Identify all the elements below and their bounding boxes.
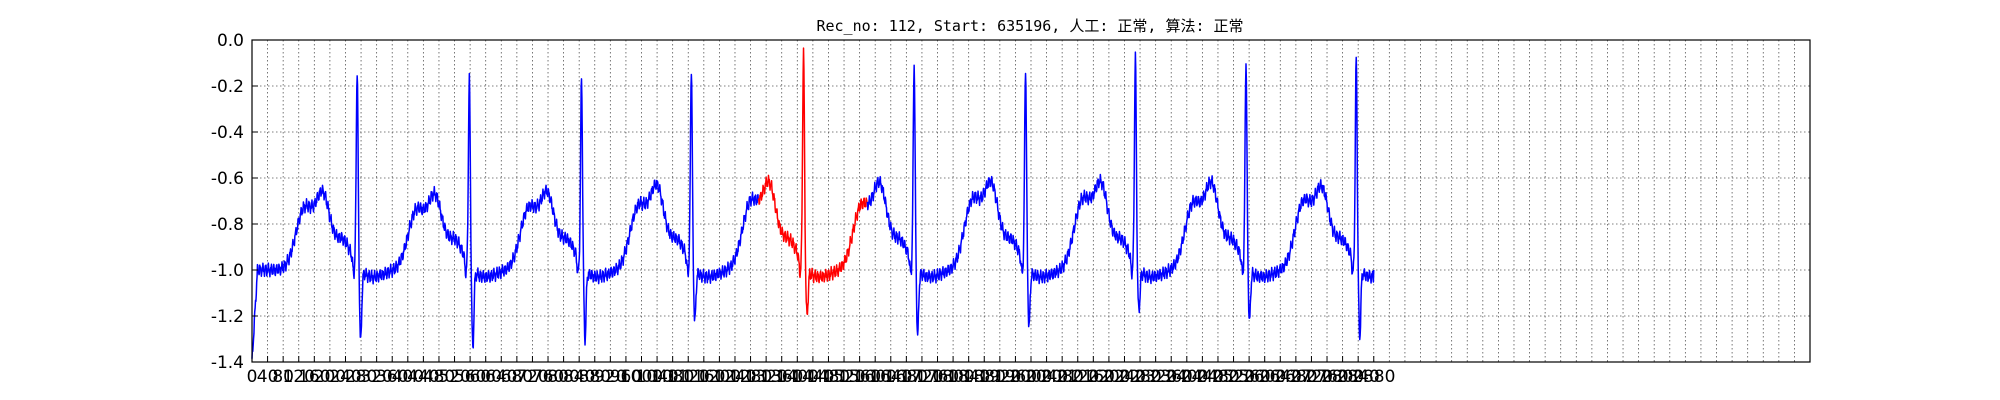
- x-tick-label: 2720: [1290, 367, 1333, 387]
- x-tick-label: 600: [469, 367, 501, 387]
- y-tick-label: -1.4: [211, 353, 244, 373]
- x-tick-label: 1600: [854, 367, 897, 387]
- x-tick-label: 320: [360, 367, 392, 387]
- y-tick-label: -1.0: [211, 261, 244, 281]
- x-tick-label: 2600: [1243, 367, 1286, 387]
- y-tick-label: -0.6: [211, 169, 244, 189]
- x-tick-label: 1720: [900, 367, 943, 387]
- x-tick-label: 2480: [1196, 367, 1239, 387]
- x-tick-label: 520: [438, 367, 470, 387]
- x-axis: 0 408012016020024028032036040044048052056…: [247, 356, 1395, 387]
- x-tick-label: 720: [516, 367, 548, 387]
- x-tick-label: 920: [594, 367, 626, 387]
- grid-lines: [252, 40, 1810, 362]
- x-tick-label: 1360: [760, 367, 803, 387]
- y-tick-label: -0.2: [211, 77, 244, 97]
- x-tick-label: 2800: [1321, 367, 1364, 387]
- x-tick-label: 1880: [963, 367, 1006, 387]
- x-tick-label: 880: [579, 367, 611, 387]
- x-tick-label: 960: [610, 367, 642, 387]
- x-tick-label: 760: [532, 367, 564, 387]
- x-tick-label: 120: [283, 367, 315, 387]
- x-tick-label: 2360: [1150, 367, 1193, 387]
- x-tick-label: 2520: [1212, 367, 1255, 387]
- x-tick-label: 240: [329, 367, 361, 387]
- x-tick-label: 1200: [698, 367, 741, 387]
- x-tick-label: 2440: [1181, 367, 1224, 387]
- x-tick-label: 1160: [682, 367, 725, 387]
- x-tick-label: 440: [407, 367, 439, 387]
- x-tick-label: 280: [345, 367, 377, 387]
- x-tick-label: 840: [563, 367, 595, 387]
- x-tick-label: 360: [376, 367, 408, 387]
- x-tick-label: 480: [423, 367, 455, 387]
- x-tick-label: 1760: [916, 367, 959, 387]
- x-tick-label: 1800: [931, 367, 974, 387]
- signal-line-3: [866, 51, 1375, 341]
- y-tick-label: 0.0: [217, 31, 244, 51]
- x-tick-label: 2280: [1118, 367, 1161, 387]
- x-tick-label: 1080: [651, 367, 694, 387]
- x-tick-label: 2120: [1056, 367, 1099, 387]
- x-tick-label: 200: [314, 367, 346, 387]
- y-tick-label: -1.2: [211, 307, 244, 327]
- x-tick-label: 2400: [1165, 367, 1208, 387]
- x-tick-label: 1680: [885, 367, 928, 387]
- x-tick-label: 800: [547, 367, 579, 387]
- signal-line-1: [251, 72, 760, 359]
- x-tick-label: 2680: [1274, 367, 1317, 387]
- x-tick-label: 2760: [1305, 367, 1348, 387]
- x-tick-label: 1240: [713, 367, 756, 387]
- x-tick-label: 40: [257, 367, 279, 387]
- y-axis: 0.0 -0.2 -0.4 -0.6 -0.8 -1.0 -1.2 -1.4: [211, 31, 258, 373]
- x-tick-label: 1440: [791, 367, 834, 387]
- x-tick-label: 2200: [1087, 367, 1130, 387]
- y-tick-label: -0.8: [211, 215, 244, 235]
- x-tick-label: 1120: [667, 367, 710, 387]
- x-tick-label: 1840: [947, 367, 990, 387]
- x-tick-label: 2880: [1352, 367, 1395, 387]
- x-tick-label: 1920: [978, 367, 1021, 387]
- x-tick-label: 2240: [1103, 367, 1146, 387]
- x-tick-label: 2640: [1259, 367, 1302, 387]
- x-tick-label: 1560: [838, 367, 881, 387]
- x-tick-label: 1400: [776, 367, 819, 387]
- x-tick-label: 160: [298, 367, 330, 387]
- x-tick-label: 1280: [729, 367, 772, 387]
- x-tick-label: 1000: [620, 367, 663, 387]
- signal-lines: [251, 47, 1375, 359]
- x-tick-label: 1640: [869, 367, 912, 387]
- x-tick-label: 0: [247, 367, 258, 387]
- x-tick-label: 1520: [822, 367, 865, 387]
- x-tick-label: 1040: [635, 367, 678, 387]
- signal-line-2: [757, 47, 868, 316]
- x-tick-label: 2000: [1009, 367, 1052, 387]
- x-tick-label: 2080: [1041, 367, 1084, 387]
- x-tick-label: 2040: [1025, 367, 1068, 387]
- x-tick-label: 400: [392, 367, 424, 387]
- x-tick-label: 2840: [1337, 367, 1380, 387]
- x-tick-label: 680: [501, 367, 533, 387]
- x-tick-label: 1480: [807, 367, 850, 387]
- x-tick-label: 80: [272, 367, 294, 387]
- x-tick-label: 560: [454, 367, 486, 387]
- x-tick-label: 640: [485, 367, 517, 387]
- x-tick-label: 2560: [1227, 367, 1270, 387]
- x-tick-label: 1320: [745, 367, 788, 387]
- y-tick-label: -0.4: [211, 123, 244, 143]
- x-tick-label: 1960: [994, 367, 1037, 387]
- x-tick-label: 2320: [1134, 367, 1177, 387]
- x-tick-label: 2160: [1072, 367, 1115, 387]
- chart-title: Rec_no: 112, Start: 635196, 人工: 正常, 算法: …: [816, 17, 1243, 35]
